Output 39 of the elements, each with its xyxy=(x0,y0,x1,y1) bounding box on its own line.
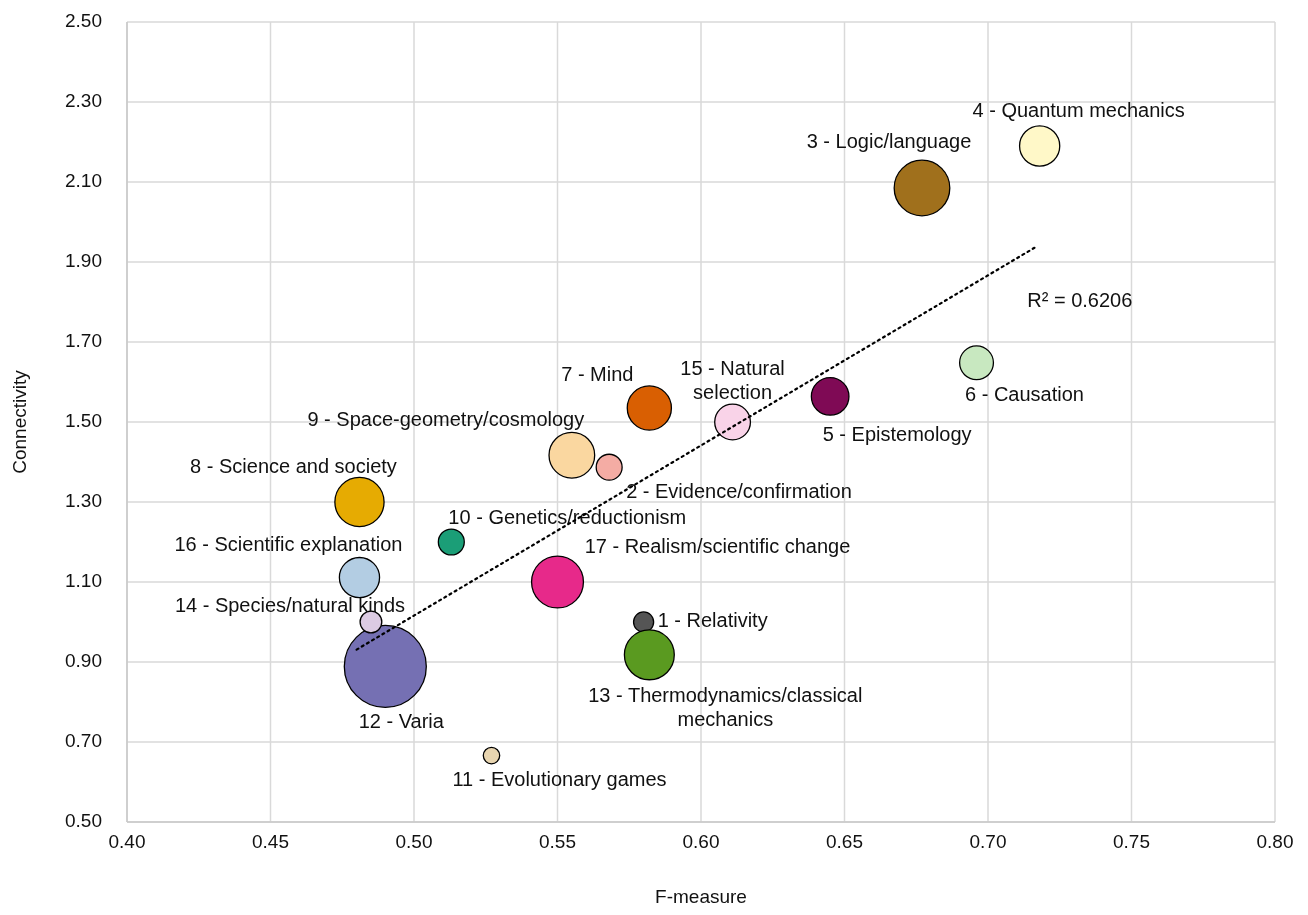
series-label: 17 - Realism/scientific change xyxy=(584,535,851,558)
series-label: 3 - Logic/language xyxy=(806,130,972,153)
y-tick-label: 1.90 xyxy=(65,250,102,272)
annotation: R² = 0.6206 xyxy=(1027,288,1133,311)
series-label: 4 - Quantum mechanics xyxy=(972,99,1185,122)
x-tick-label: 0.80 xyxy=(1256,831,1294,852)
series-label: 6 - Causation xyxy=(965,383,1084,406)
x-tick-label: 0.75 xyxy=(1113,831,1150,852)
series-label: 8 - Science and society xyxy=(190,455,397,478)
series-label: 2 - Evidence/confirmation xyxy=(626,480,852,503)
y-tick-label: 2.30 xyxy=(65,90,102,112)
x-tick-label: 0.70 xyxy=(969,831,1007,852)
y-tick-label: 2.10 xyxy=(65,170,102,192)
text: 13 - Thermodynamics/classical mechanics xyxy=(588,684,863,731)
series-label: 14 - Species/natural kinds xyxy=(174,594,406,617)
x-tick-label: 0.40 xyxy=(108,831,146,852)
y-tick-label: 1.50 xyxy=(65,410,102,432)
y-tick-label: 0.50 xyxy=(65,810,102,832)
y-tick-label: 1.10 xyxy=(65,570,102,592)
y-tick-label: 0.90 xyxy=(65,650,102,672)
series-label: 7 - Mind xyxy=(561,363,634,386)
y-tick-label: 0.70 xyxy=(65,730,102,752)
series-label: 16 - Scientific explanation xyxy=(174,532,403,555)
x-axis-title: F-measure xyxy=(655,886,747,907)
y-tick-label: 2.50 xyxy=(65,10,102,32)
y-axis-title: Connectivity xyxy=(9,369,30,474)
x-tick-label: 0.60 xyxy=(682,831,720,852)
series-label: 9 - Space-geometry/cosmology xyxy=(307,408,585,431)
x-tick-label: 0.45 xyxy=(252,831,289,852)
x-tick-label: 0.55 xyxy=(539,831,576,852)
y-tick-label: 1.30 xyxy=(65,490,102,512)
x-tick-label: 0.65 xyxy=(826,831,863,852)
series-label: 12 - Varia xyxy=(358,710,445,733)
series-label: 1 - Relativity xyxy=(657,609,768,632)
x-tick-label: 0.50 xyxy=(395,831,433,852)
series-label: 5 - Epistemology xyxy=(822,423,972,446)
y-tick-label: 1.70 xyxy=(65,330,102,352)
series-label: 11 - Evolutionary games xyxy=(452,767,667,790)
series-label: 15 - Natural selection xyxy=(680,357,785,404)
